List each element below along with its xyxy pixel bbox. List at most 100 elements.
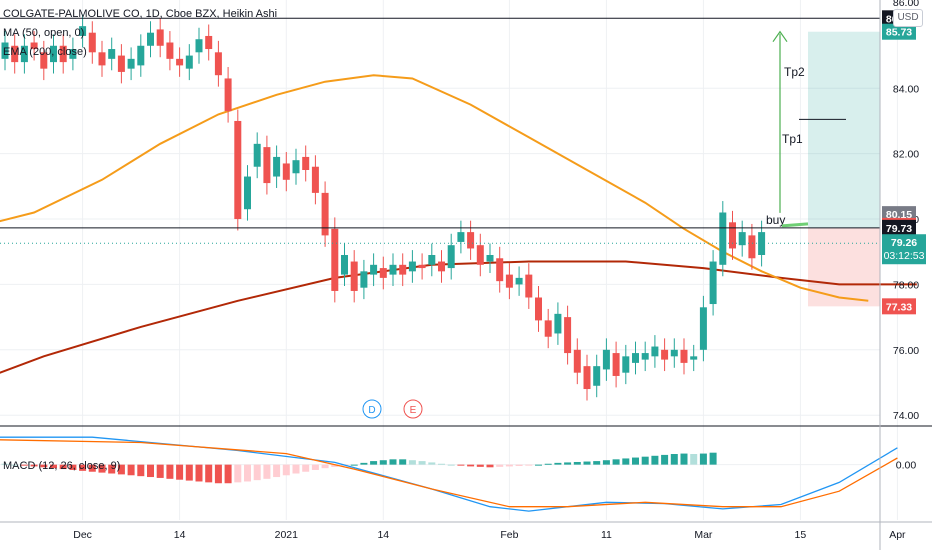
entry-marker [781, 222, 809, 228]
x-tick-label: 11 [601, 529, 612, 541]
candle-body [476, 245, 484, 265]
macd-histogram-bar [11, 464, 19, 466]
macd-legend[interactable]: MACD (12, 26, close, 9) [3, 460, 121, 472]
macd-histogram-bar [680, 453, 688, 465]
candle [544, 308, 552, 349]
candle [214, 40, 222, 87]
candle [40, 40, 48, 81]
candle [253, 132, 261, 179]
macd-histogram-bar [311, 464, 319, 470]
earnings-marker[interactable]: E [403, 399, 423, 419]
dividend-marker[interactable]: D [362, 399, 382, 419]
tp1-label: Tp1 [782, 132, 803, 146]
trade-zones [808, 31, 880, 307]
candle [108, 37, 116, 71]
ema-legend[interactable]: EMA (200, close) [3, 46, 87, 58]
candle [234, 109, 242, 231]
macd-histogram-bar [69, 464, 77, 470]
grid-lines [0, 0, 898, 520]
macd-histogram-bar [1, 463, 9, 465]
symbol-legend: COLGATE-PALMOLIVE CO, 1D, Cboe BZX, Heik… [3, 8, 278, 20]
ma-legend[interactable]: MA (50, open, 0) [3, 27, 85, 39]
macd-histogram-bar [573, 461, 581, 465]
macd-histogram-bar [244, 464, 251, 482]
macd-histogram-bar [185, 464, 193, 481]
candle-body [30, 42, 38, 50]
macd-histogram-bar [117, 464, 125, 475]
candle-body [117, 55, 125, 72]
candle-body [195, 39, 203, 53]
candle [525, 263, 533, 309]
x-tick-label: Mar [694, 529, 713, 541]
candle [428, 243, 436, 277]
price-tags: 86.1485.7380.1579.7979.7379.2603:12:5377… [882, 10, 926, 315]
macd-histogram-bar [166, 464, 174, 479]
profit-zone [808, 31, 880, 228]
macd-histogram-bar [438, 463, 445, 465]
candle [651, 335, 659, 368]
macd-histogram-bar [593, 461, 601, 465]
candle [632, 341, 639, 375]
macd-histogram-bar [467, 464, 475, 467]
tag-77-33-text: 77.33 [886, 301, 912, 313]
macd-histogram-bar [535, 464, 542, 466]
x-tick-label: 14 [174, 529, 186, 541]
candle-body [253, 143, 261, 167]
candle-body [321, 192, 329, 236]
candle-body [709, 261, 717, 305]
candle [166, 31, 174, 71]
currency-button[interactable]: USD [893, 9, 923, 27]
macd-histogram-bar [302, 464, 310, 472]
candle-body [554, 313, 562, 334]
x-tick-label: 14 [377, 529, 389, 541]
macd-histogram-bar [418, 461, 426, 465]
candle [185, 44, 193, 81]
candle [117, 44, 125, 84]
buy-label: buy [766, 213, 785, 227]
x-tick-label: 2021 [275, 529, 299, 541]
earnings-marker-label: E [410, 405, 417, 416]
macd-histogram-bar [88, 464, 96, 472]
candle-body [98, 52, 106, 66]
macd-histogram-bar [641, 456, 649, 465]
macd-histogram-bar [544, 463, 552, 465]
candle-body [748, 235, 756, 259]
ma-line [0, 74, 869, 302]
candle-body [69, 49, 77, 59]
macd-histogram-bar [205, 464, 213, 483]
candle-body [515, 277, 523, 285]
macd-histogram-bar [273, 464, 281, 478]
candle-body [467, 232, 475, 249]
candle-body [137, 45, 145, 66]
candle-body [156, 29, 164, 46]
candle-body [564, 317, 572, 354]
macd-histogram-bar [224, 464, 232, 484]
candle [748, 223, 756, 270]
candle [30, 31, 38, 61]
candle [447, 233, 455, 280]
tag-85-73: 85.73 [882, 23, 916, 40]
candle [457, 220, 465, 254]
y-tick-label: 74.00 [893, 410, 919, 422]
candle-body [205, 35, 213, 50]
macd-histogram-bar [137, 464, 145, 477]
candle [331, 217, 339, 303]
candle [379, 256, 387, 290]
candle [59, 34, 67, 74]
candle-body [379, 268, 387, 278]
y-tick-label-top: 86.00 [893, 0, 919, 9]
candle-body [612, 353, 620, 376]
candle [50, 34, 57, 74]
macd-histogram-bar [360, 462, 368, 465]
candle-body [408, 261, 416, 272]
candle-body [20, 45, 28, 63]
candle [176, 47, 184, 77]
x-tick-label: Feb [500, 529, 518, 541]
candle-body [234, 120, 242, 220]
macd-histogram-bar [350, 464, 358, 466]
candle [88, 21, 96, 64]
macd-histogram-bar [457, 464, 465, 466]
candle [709, 250, 717, 316]
candle [311, 155, 319, 205]
